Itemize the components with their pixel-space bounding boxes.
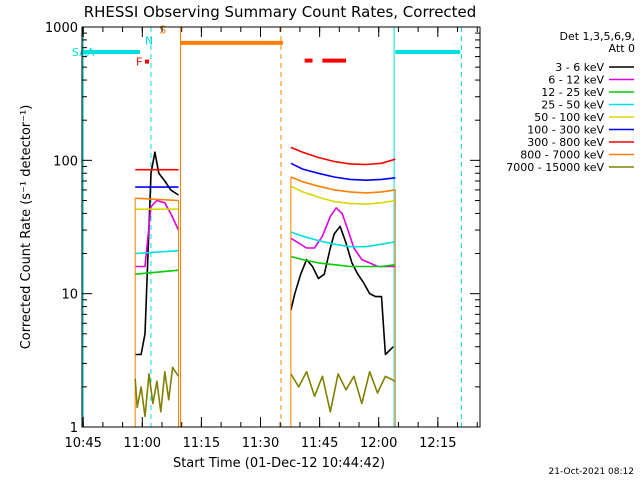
legend-label-3-6-kev: 3 - 6 keV — [555, 61, 604, 74]
series-12-25-kev-segment-1 — [290, 255, 396, 268]
x-tick-label-10:45: 10:45 — [64, 436, 101, 451]
series-12-25-kev-segment-0 — [135, 269, 179, 275]
plot-area: SAA NF S — [72, 23, 462, 427]
series-6-12-kev-segment-1 — [290, 207, 396, 268]
y-axis-label: Corrected Count Rate (s⁻¹ detector⁻¹) — [19, 105, 34, 350]
series-6-12-kev-segment-0 — [135, 199, 180, 268]
series-100-300-kev-segment-1 — [290, 162, 396, 181]
legend-label-800-7000-kev: 800 - 7000 keV — [520, 149, 604, 162]
y-tick-label-100: 100 — [53, 154, 78, 169]
legend-label-12-25-kev: 12 - 25 keV — [541, 86, 604, 99]
x-tick-label-11:30: 11:30 — [242, 436, 279, 451]
chart-title: RHESSI Observing Summary Count Rates, Co… — [84, 3, 477, 21]
x-tick-label-11:45: 11:45 — [301, 436, 338, 451]
state-label-s: S — [159, 23, 166, 36]
timestamp: 21-Oct-2021 08:12 — [549, 467, 634, 477]
legend-label-50-100-kev: 50 - 100 keV — [534, 111, 604, 124]
plot-frame — [81, 26, 481, 428]
y-tick-label-1: 1 — [70, 421, 78, 436]
legend-label-100-300-kev: 100 - 300 keV — [527, 124, 604, 137]
series-50-100-kev-segment-1 — [290, 185, 396, 205]
legend-header-1: Att 0 — [609, 42, 635, 55]
y-tick-label-1000: 1000 — [45, 21, 78, 36]
x-tick-label-12:15: 12:15 — [419, 436, 456, 451]
state-label-n: N — [145, 35, 153, 48]
series-25-50-kev-segment-0 — [135, 249, 179, 255]
series-800-7000-kev-segment-1 — [290, 176, 396, 194]
legend-label-6-12-kev: 6 - 12 keV — [548, 74, 604, 87]
series-3-6-kev-segment-1 — [290, 225, 394, 356]
y-tick-label-10: 10 — [61, 288, 78, 303]
series-800-7000-kev-segment-0 — [135, 197, 179, 202]
x-axis: 10:45 11:00 11:15 11:30 11:45 12:00 12:15 — [64, 27, 478, 451]
x-axis-label: Start Time (01-Dec-12 10:44:42) — [173, 456, 385, 471]
series-300-800-kev-segment-1 — [290, 146, 396, 166]
x-tick-label-11:00: 11:00 — [124, 436, 161, 451]
legend-label-7000-15000-kev: 7000 - 15000 keV — [506, 161, 604, 174]
state-label-saa: SAA — [72, 46, 95, 59]
x-tick-label-12:00: 12:00 — [360, 436, 397, 451]
state-label-f: F — [136, 56, 142, 69]
y-axis: 1 10 100 1000 — [45, 21, 480, 436]
legend-header-0: Det 1,3,5,6,9, — [559, 30, 635, 43]
series-25-50-kev-segment-1 — [290, 231, 396, 248]
series-7000-15000-kev-segment-1 — [290, 370, 396, 413]
x-tick-label-11:15: 11:15 — [183, 436, 220, 451]
legend-label-25-50-kev: 25 - 50 keV — [541, 99, 604, 112]
legend-label-300-800-kev: 300 - 800 keV — [527, 136, 604, 149]
series-7000-15000-kev-segment-0 — [134, 366, 180, 418]
